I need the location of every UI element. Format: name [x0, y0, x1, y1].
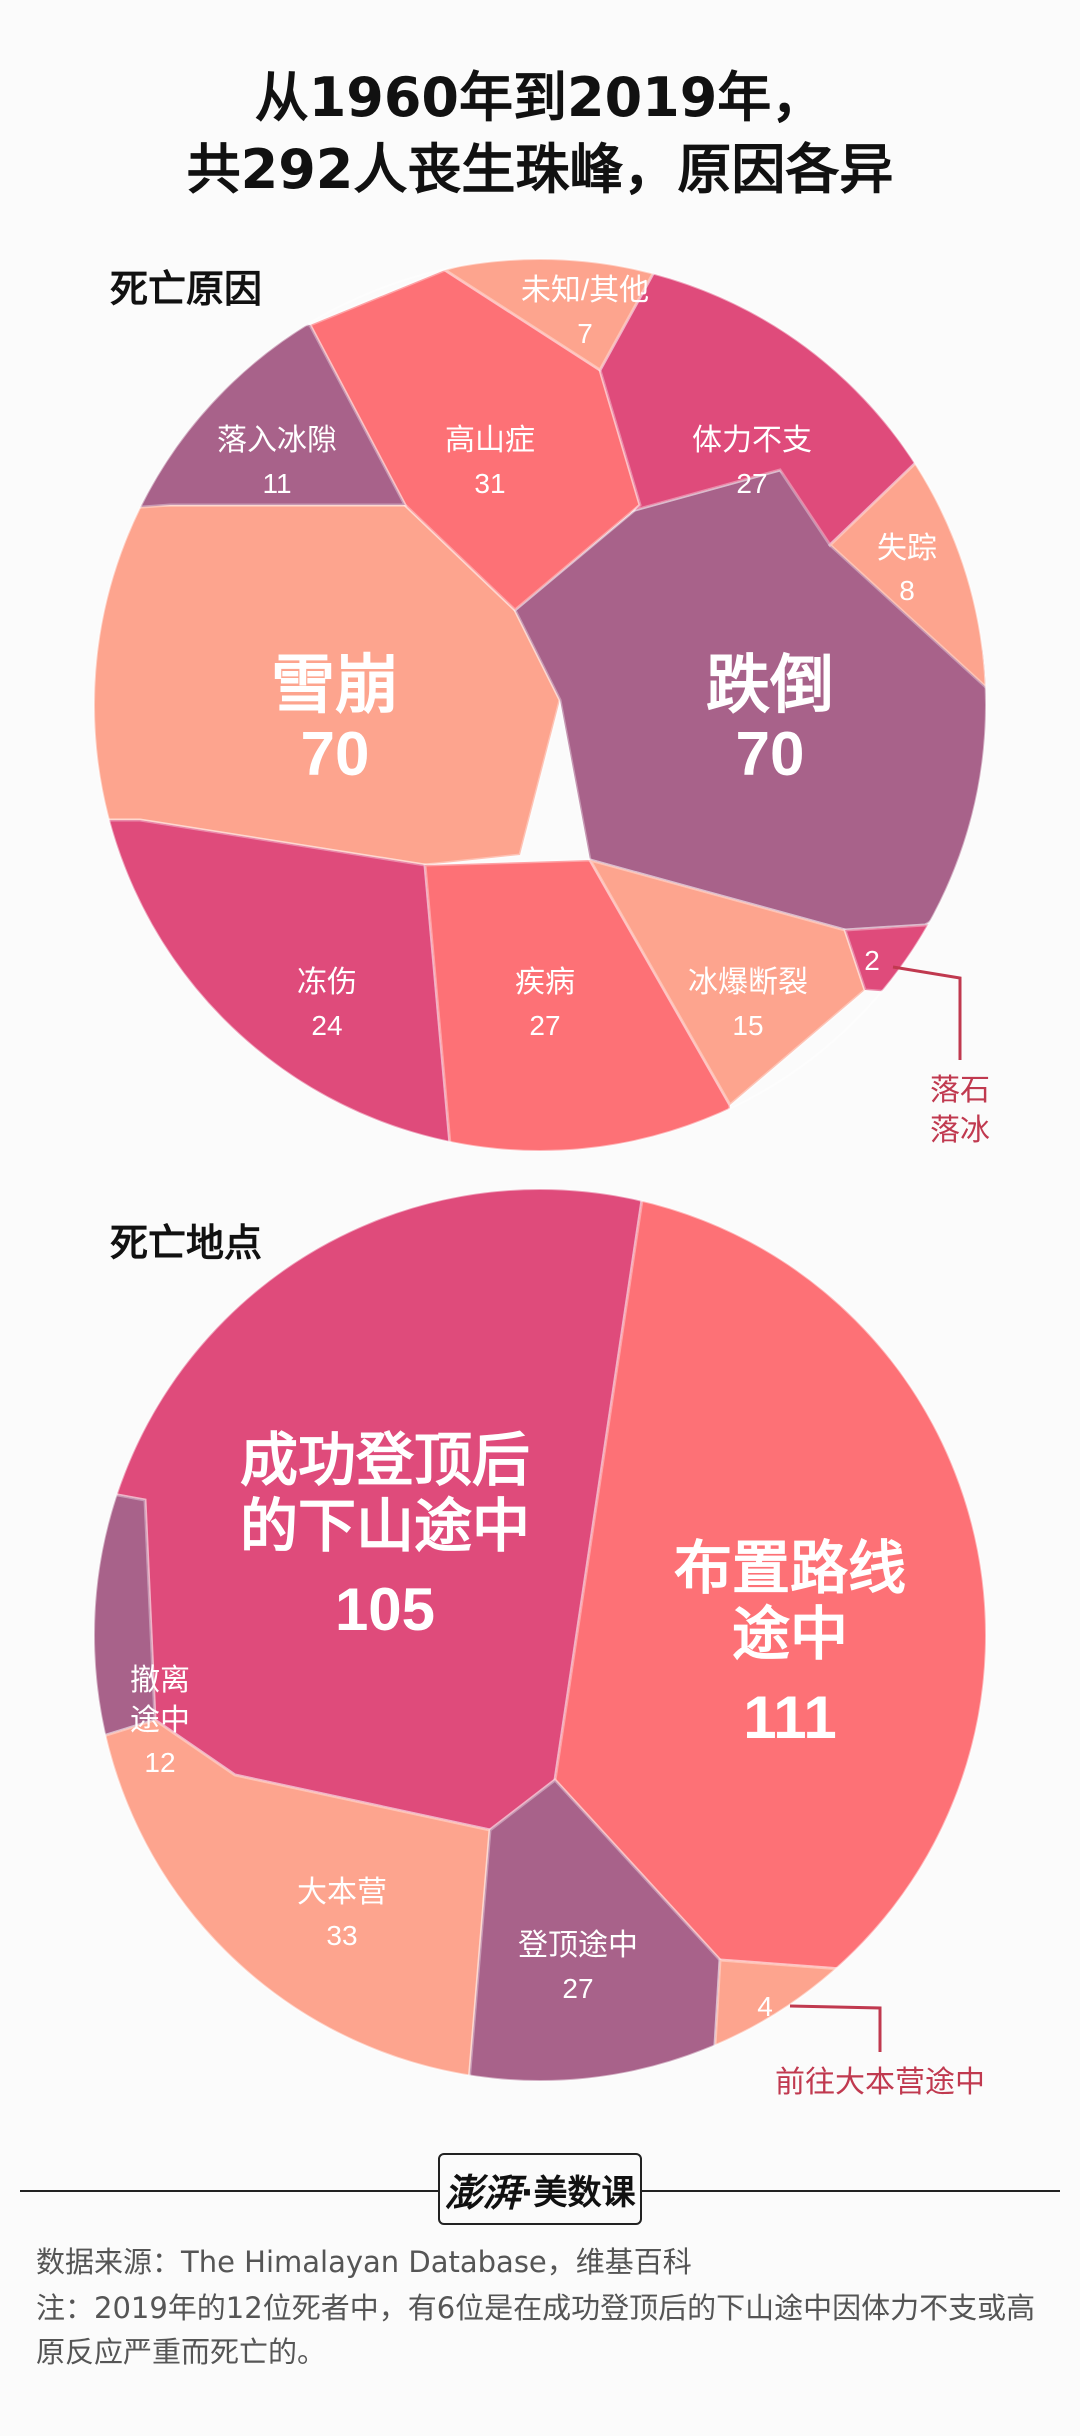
cause-section-label: 死亡原因 [110, 267, 263, 311]
label-ascent-name: 登顶途中 [518, 1929, 638, 1962]
title-line-2: 共292人丧生珠峰，原因各异 [186, 138, 894, 201]
chart-title: 从1960年到2019年， 共292人丧生珠峰，原因各异 [0, 62, 1080, 206]
label-route-name-2: 途中 [732, 1602, 848, 1667]
label-rockfall-value: 2 [864, 945, 880, 976]
label-unknown-name: 未知/其他 [521, 274, 649, 307]
label-missing-name: 失踪 [877, 532, 937, 565]
label-rockfall-name-2: 落冰 [930, 1114, 990, 1147]
label-serac-name: 冰爆断裂 [688, 966, 808, 999]
label-evacuation-name-1: 撤离 [130, 1664, 190, 1697]
label-frostbite-value: 24 [311, 1010, 342, 1041]
label-avalanche-name: 雪崩 [271, 649, 399, 721]
label-crevasse-value: 11 [262, 468, 291, 499]
rockfall-leader-line [892, 965, 962, 1060]
label-to-basecamp-name: 前往大本营途中 [775, 2066, 985, 2099]
label-evacuation-name-2: 途中 [130, 1704, 190, 1737]
footnote: 注：2019年的12位死者中，有6位是在成功登顶后的下山途中因体力不支或高原反应… [36, 2291, 1036, 2369]
location-voronoi-chart: 成功登顶后 的下山途中 105 布置路线 途中 111 撤离 途中 12 大本营… [93, 1188, 987, 2099]
label-route-name-1: 布置路线 [674, 1536, 906, 1601]
label-exhaustion-name: 体力不支 [692, 424, 812, 457]
label-descent-name-1: 成功登顶后 [240, 1428, 530, 1493]
logo-brush-text: 澎湃 [444, 2169, 521, 2215]
data-source: 数据来源：The Himalayan Database，维基百科 [36, 2245, 692, 2279]
label-ascent-value: 27 [562, 1973, 593, 2004]
label-descent-value: 105 [335, 1576, 435, 1643]
label-exhaustion-value: 27 [736, 468, 767, 499]
label-basecamp-name: 大本营 [297, 1876, 387, 1909]
label-fall-name: 跌倒 [706, 649, 834, 721]
label-to-basecamp-value: 4 [757, 1991, 773, 2022]
label-serac-value: 15 [732, 1010, 763, 1041]
label-altitude-name: 高山症 [445, 424, 535, 457]
label-unknown-value: 7 [577, 318, 593, 349]
label-evacuation-value: 12 [144, 1747, 175, 1778]
label-descent-name-2: 的下山途中 [240, 1494, 530, 1559]
label-crevasse-name: 落入冰隙 [217, 424, 337, 457]
location-section-label: 死亡地点 [110, 1221, 263, 1265]
logo-text: ·美数课 [520, 2172, 636, 2213]
label-rockfall-name-1: 落石 [930, 1074, 990, 1107]
label-frostbite-name: 冻伤 [297, 966, 357, 999]
title-line-1: 从1960年到2019年， [254, 66, 826, 129]
label-route-value: 111 [743, 1684, 837, 1751]
cause-voronoi-chart: 雪崩 70 跌倒 70 高山症 31 体力不支 27 落入冰隙 11 未知/其他… [93, 258, 990, 1152]
label-illness-name: 疾病 [515, 966, 575, 999]
label-missing-value: 8 [899, 575, 915, 606]
to-basecamp-leader-line [789, 2004, 882, 2052]
label-avalanche-value: 70 [301, 720, 370, 789]
label-altitude-value: 31 [474, 468, 505, 499]
label-basecamp-value: 33 [326, 1920, 357, 1951]
label-fall-value: 70 [736, 720, 805, 789]
cell-frostbite [94, 818, 457, 1151]
label-illness-value: 27 [529, 1010, 560, 1041]
brand-logo: 澎湃 ·美数课 [438, 2153, 642, 2225]
